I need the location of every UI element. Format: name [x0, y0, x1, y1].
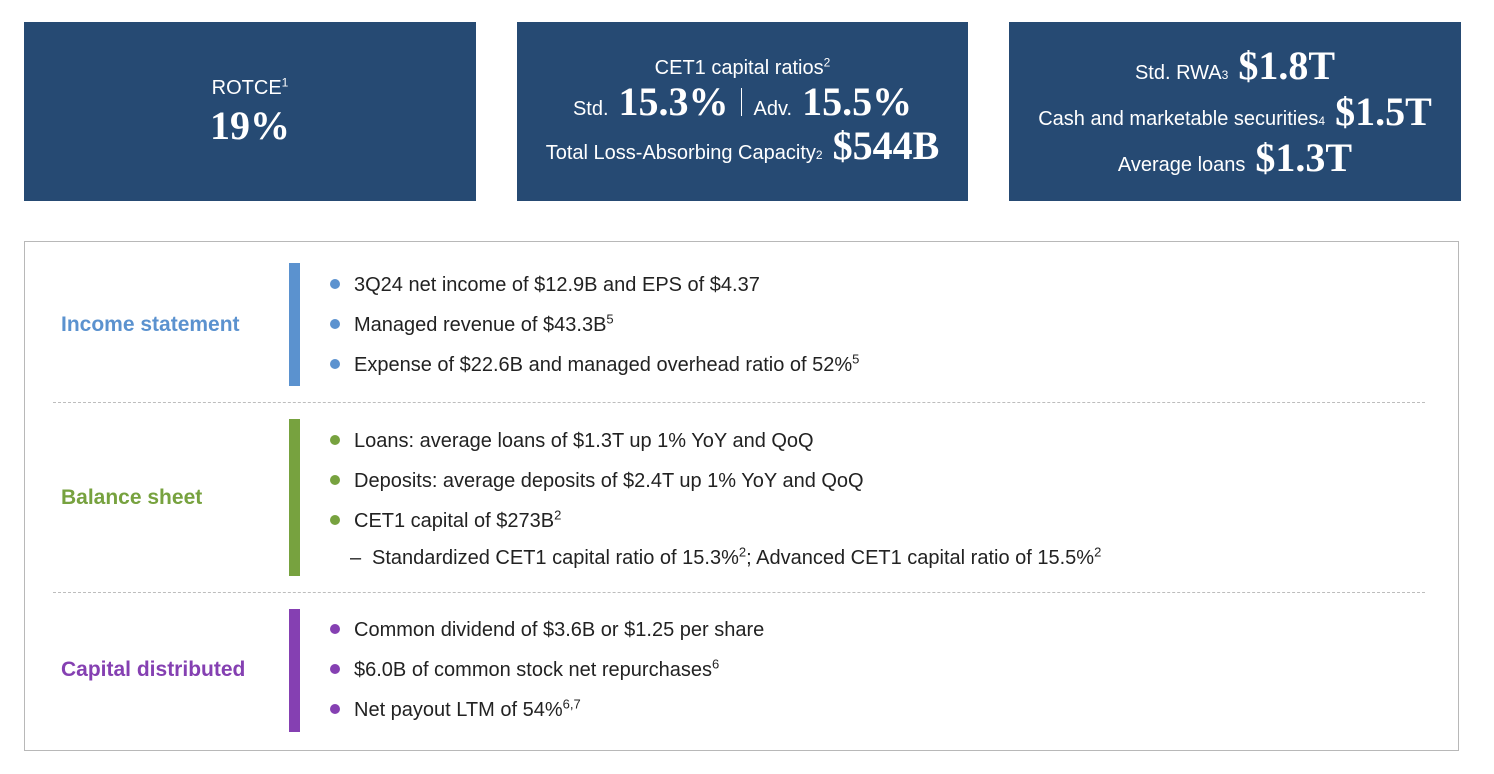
bullet-dot [330, 319, 340, 329]
capital-ratios-box: CET1 capital ratios2 Std. 15.3% Adv. 15.… [517, 22, 968, 201]
std-label: Std. [572, 98, 609, 120]
list-item: 3Q24 net income of $12.9B and EPS of $4.… [330, 265, 859, 305]
rwa-value: $1.8T [1238, 42, 1336, 88]
bullet-dot [330, 279, 340, 289]
list-item: CET1 capital of $273B2 [330, 501, 1101, 541]
income-list: 3Q24 net income of $12.9B and EPS of $4.… [330, 265, 859, 385]
balance-list: Loans: average loans of $1.3T up 1% YoY … [330, 421, 1101, 575]
ratio-separator [740, 88, 742, 116]
bullet-dot [330, 475, 340, 485]
adv-label: Adv. [753, 98, 793, 120]
bullet-dot [330, 624, 340, 634]
balance-color-bar [289, 419, 300, 576]
summary-panel: Income statement 3Q24 net income of $12.… [24, 241, 1459, 751]
list-item: Expense of $22.6B and managed overhead r… [330, 345, 859, 385]
rwa-label: Std. RWA [1134, 61, 1222, 84]
adv-value: 15.5% [802, 79, 913, 124]
section-divider [53, 402, 1425, 403]
loans-row: Average loans $1.3T [1117, 134, 1353, 180]
cash-label: Cash and marketable securities [1038, 107, 1319, 130]
rotce-label: ROTCE [211, 77, 282, 99]
cash-row: Cash and marketable securities 4 $1.5T [1038, 88, 1432, 134]
loans-label: Average loans [1117, 153, 1246, 176]
cet1-ratios-row: Std. 15.3% Adv. 15.5% [573, 82, 912, 122]
bullet-dot [330, 664, 340, 674]
rwa-row: Std. RWA 3 $1.8T [1134, 42, 1336, 88]
sub-list-item: – Standardized CET1 capital ratio of 15.3… [350, 544, 1102, 569]
tlac-label: Total Loss-Absorbing Capacity [545, 142, 816, 164]
section-divider [53, 592, 1425, 593]
rotce-footnote: 1 [281, 75, 289, 90]
capital-section-title: Capital distributed [61, 658, 246, 681]
cet1-title-row: CET1 capital ratios2 [654, 55, 831, 80]
std-value: 15.3% [618, 79, 729, 124]
rotce-box: ROTCE1 19% [24, 22, 476, 201]
rotce-value: 19% [210, 103, 290, 148]
bullet-dot [330, 435, 340, 445]
list-item: Managed revenue of $43.3B5 [330, 305, 859, 345]
balance-kpi-box: Std. RWA 3 $1.8T Cash and marketable secu… [1009, 22, 1461, 201]
list-item: Common dividend of $3.6B or $1.25 per sh… [330, 610, 764, 650]
bullet-dot [330, 704, 340, 714]
tlac-row: Total Loss-Absorbing Capacity 2 $544B [545, 123, 940, 168]
cash-value: $1.5T [1335, 88, 1432, 134]
list-item: Deposits: average deposits of $2.4T up 1… [330, 461, 1101, 501]
capital-list: Common dividend of $3.6B or $1.25 per sh… [330, 610, 764, 730]
cet1-title: CET1 capital ratios [654, 57, 824, 79]
cet1-title-footnote: 2 [823, 55, 831, 70]
income-section-title: Income statement [61, 313, 240, 336]
bullet-dot [330, 359, 340, 369]
list-item: $6.0B of common stock net repurchases6 [330, 650, 764, 690]
capital-color-bar [289, 609, 300, 732]
balance-section-title: Balance sheet [61, 486, 203, 509]
bullet-dot [330, 515, 340, 525]
income-color-bar [289, 263, 300, 386]
list-item: Net payout LTM of 54%6,7 [330, 690, 764, 730]
loans-value: $1.3T [1255, 134, 1353, 180]
tlac-value: $544B [832, 123, 940, 168]
list-item: Loans: average loans of $1.3T up 1% YoY … [330, 421, 1101, 461]
rotce-label-row: ROTCE1 [211, 75, 289, 100]
